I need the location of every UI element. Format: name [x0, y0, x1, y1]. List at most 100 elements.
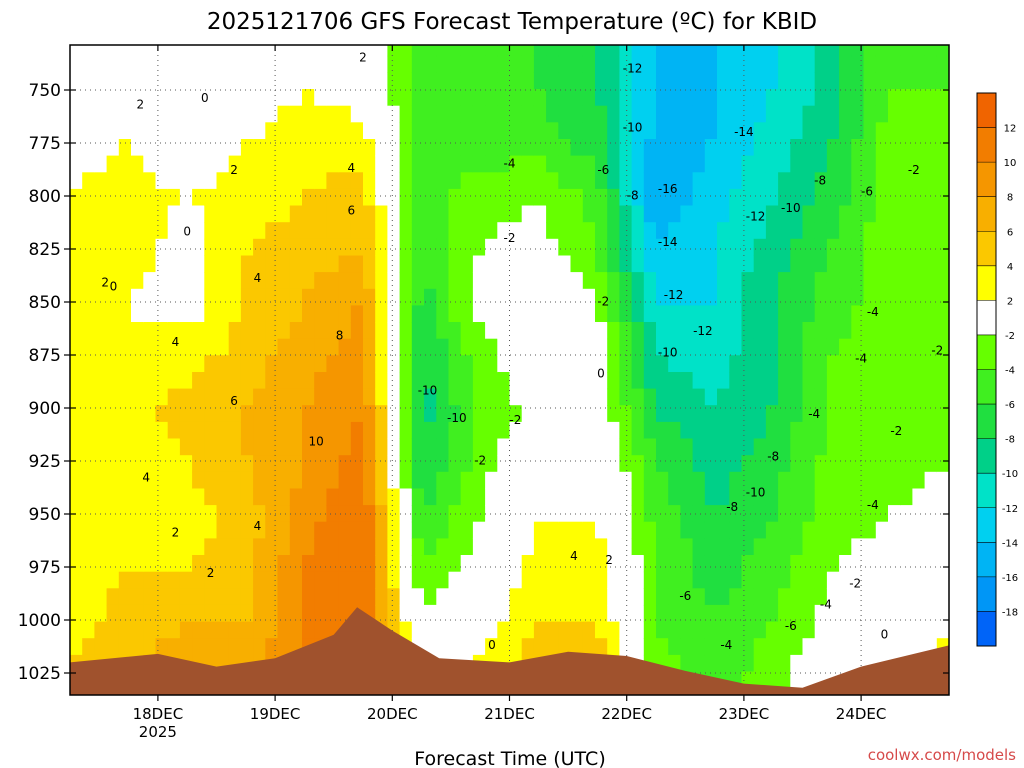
temperature-cell	[411, 122, 425, 140]
temperature-cell	[253, 172, 266, 190]
temperature-cell	[778, 89, 791, 107]
temperature-cell	[118, 89, 132, 107]
colorbar-label: 4	[1007, 262, 1013, 273]
temperature-cell	[167, 288, 181, 306]
temperature-cell	[70, 405, 83, 423]
temperature-cell	[411, 45, 425, 57]
temperature-cell	[399, 272, 413, 290]
temperature-cell	[94, 238, 108, 256]
temperature-cell	[668, 139, 681, 157]
temperature-cell	[888, 288, 901, 306]
temperature-cell	[228, 272, 242, 290]
temperature-cell	[448, 105, 462, 123]
colorbar-swatch	[977, 93, 996, 129]
temperature-cell	[472, 505, 486, 523]
temperature-cell	[167, 205, 181, 223]
contour-label: 10	[308, 434, 323, 448]
temperature-cell	[155, 305, 169, 323]
temperature-cell	[924, 372, 938, 390]
temperature-cell	[631, 272, 645, 290]
temperature-cell	[253, 45, 266, 57]
temperature-cell	[692, 521, 706, 539]
temperature-cell	[338, 488, 352, 506]
temperature-cell	[143, 621, 157, 639]
temperature-cell	[778, 172, 791, 190]
temperature-cell	[741, 238, 755, 256]
temperature-cell	[387, 188, 401, 207]
temperature-cell	[936, 505, 949, 523]
temperature-cell	[143, 388, 157, 406]
temperature-cell	[485, 488, 498, 506]
temperature-cell	[460, 45, 474, 57]
temperature-cell	[778, 322, 791, 340]
colorbar-label: -4	[1005, 366, 1015, 377]
temperature-cell	[790, 55, 804, 73]
temperature-cell	[704, 155, 718, 173]
temperature-cell	[228, 139, 242, 157]
temperature-cell	[546, 621, 559, 639]
temperature-cell	[839, 421, 852, 440]
temperature-cell	[631, 89, 645, 107]
temperature-cell	[94, 45, 108, 57]
temperature-cell	[399, 621, 413, 639]
temperature-cell	[118, 372, 132, 390]
temperature-cell	[839, 355, 852, 373]
temperature-cell	[436, 488, 450, 506]
temperature-cell	[167, 338, 181, 356]
temperature-cell	[485, 322, 498, 340]
temperature-cell	[448, 604, 462, 623]
temperature-cell	[643, 238, 657, 256]
temperature-cell	[826, 555, 840, 573]
temperature-cell	[717, 45, 730, 57]
temperature-cell	[424, 521, 437, 539]
temperature-cell	[704, 488, 718, 506]
temperature-cell	[70, 238, 83, 256]
temperature-cell	[839, 105, 852, 123]
temperature-cell	[460, 488, 474, 506]
temperature-cell	[204, 621, 218, 639]
contour-label: 4	[172, 335, 180, 349]
temperature-cell	[216, 238, 230, 256]
temperature-cell	[704, 105, 718, 123]
temperature-cell	[436, 638, 450, 656]
temperature-cell	[851, 55, 865, 73]
temperature-cell	[790, 571, 804, 589]
temperature-cell	[546, 421, 559, 440]
temperature-cell	[546, 238, 559, 256]
colorbar-swatch	[977, 369, 996, 405]
temperature-cell	[350, 555, 364, 573]
temperature-cell	[582, 188, 596, 207]
temperature-cell	[509, 604, 523, 623]
temperature-cell	[509, 405, 523, 423]
temperature-cell	[888, 388, 901, 406]
credit-link[interactable]: coolwx.com/models	[868, 746, 1016, 764]
temperature-cell	[729, 372, 743, 390]
temperature-cell	[363, 538, 376, 556]
temperature-cell	[839, 338, 852, 356]
temperature-cell	[94, 205, 108, 223]
temperature-cell	[936, 438, 949, 456]
temperature-cell	[741, 654, 755, 673]
temperature-cell	[533, 621, 547, 639]
temperature-cell	[863, 521, 877, 539]
temperature-cell	[839, 288, 852, 306]
temperature-cell	[338, 421, 352, 440]
temperature-cell	[851, 588, 865, 606]
temperature-cell	[424, 538, 437, 556]
temperature-cell	[875, 471, 889, 489]
temperature-cell	[436, 355, 450, 373]
temperature-cell	[448, 421, 462, 440]
temperature-cell	[94, 638, 108, 656]
temperature-cell	[912, 355, 926, 373]
temperature-cell	[436, 105, 450, 123]
contour-label: 4	[254, 271, 262, 285]
temperature-cell	[851, 155, 865, 173]
temperature-cell	[253, 588, 266, 606]
temperature-cell	[497, 205, 511, 223]
temperature-cell	[375, 421, 388, 440]
temperature-cell	[863, 405, 877, 423]
temperature-cell	[240, 455, 254, 473]
temperature-cell	[863, 72, 877, 90]
temperature-cell	[692, 139, 706, 157]
temperature-cell	[643, 122, 657, 140]
